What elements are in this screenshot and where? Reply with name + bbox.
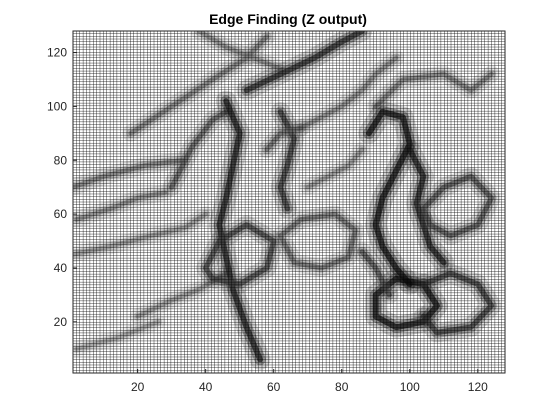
x-tick-label: 20 bbox=[131, 380, 145, 394]
edge-16 bbox=[399, 139, 455, 273]
edge-3 bbox=[162, 102, 236, 197]
edge-6 bbox=[122, 31, 276, 142]
y-tick-label: 120 bbox=[47, 46, 67, 60]
y-tick-label: 20 bbox=[54, 315, 68, 329]
edge-0 bbox=[73, 151, 191, 196]
y-tick-label: 80 bbox=[54, 153, 68, 167]
y-axis: 20 40 60 80 100 120 bbox=[47, 46, 77, 329]
x-tick-label: 40 bbox=[199, 380, 213, 394]
edge-2 bbox=[73, 206, 214, 263]
edge-4 bbox=[129, 265, 234, 325]
edge-15 bbox=[358, 101, 421, 295]
mesh-gridlines bbox=[73, 31, 505, 373]
axes-box bbox=[72, 30, 506, 374]
grid-layer bbox=[73, 31, 505, 373]
edge-22 bbox=[299, 141, 370, 196]
x-tick-label: 100 bbox=[400, 380, 420, 394]
y-tick-label: 100 bbox=[47, 99, 67, 113]
y-tick-label: 40 bbox=[54, 261, 68, 275]
x-axis: 20 40 60 80 100 120 bbox=[131, 369, 488, 394]
plot-area bbox=[73, 31, 505, 373]
y-tick-label: 60 bbox=[54, 207, 68, 221]
chart-title: Edge Finding (Z output) bbox=[209, 11, 367, 27]
x-tick-label: 120 bbox=[468, 380, 488, 394]
x-tick-label: 80 bbox=[335, 380, 349, 394]
x-tick-label: 60 bbox=[267, 380, 281, 394]
